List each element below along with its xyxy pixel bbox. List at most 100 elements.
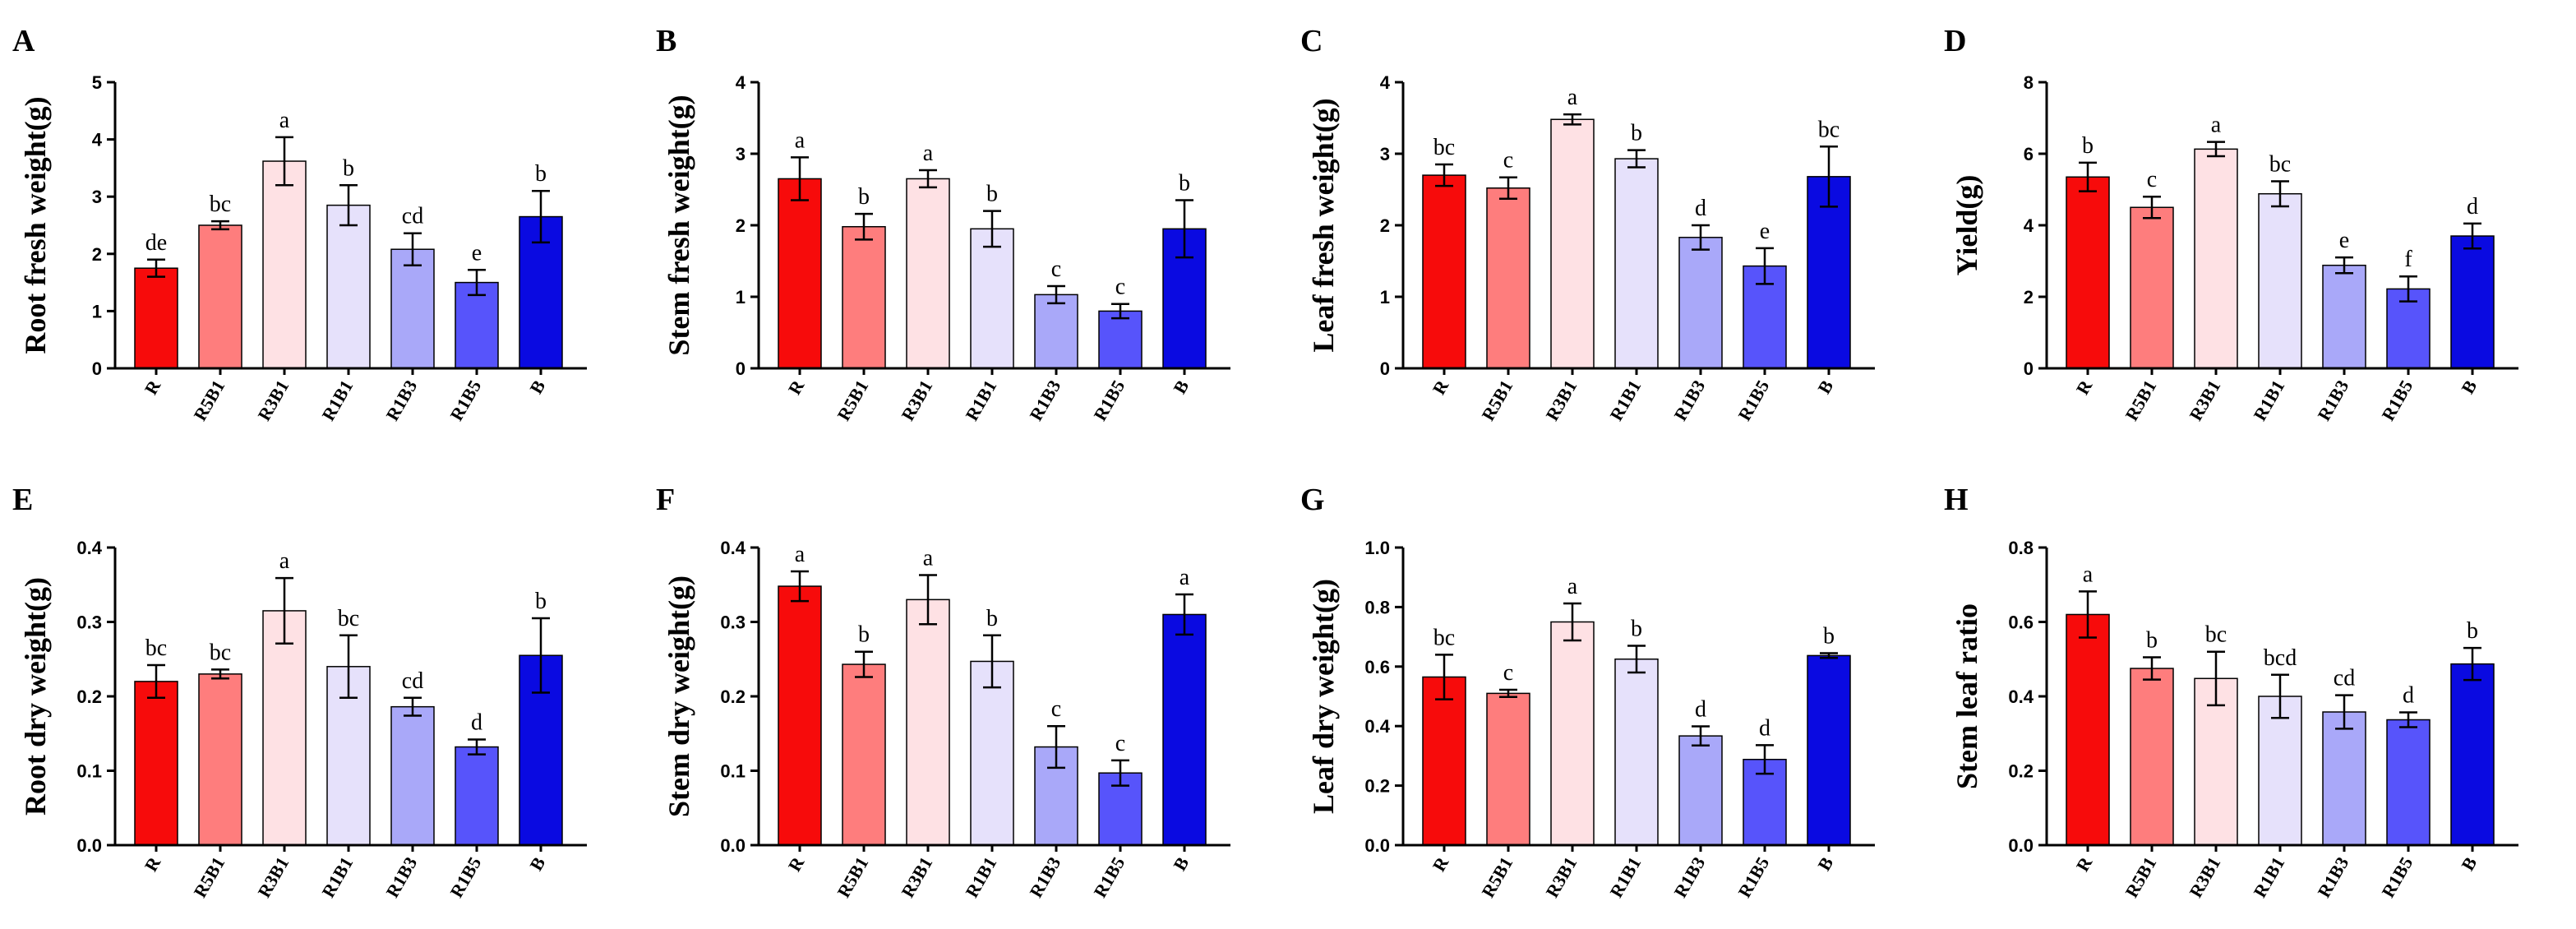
y-tick-label: 3: [736, 144, 746, 164]
bar-b: [2450, 235, 2495, 369]
y-tick-label: 4: [92, 130, 103, 150]
error-bar: [919, 574, 937, 626]
x-tick-label: R3B1: [1541, 377, 1581, 424]
x-tick-label: R: [784, 376, 809, 398]
y-tick-label: 0.2: [1364, 776, 1390, 797]
x-tick-label: R1B1: [317, 853, 357, 901]
significance-letter: c: [2147, 167, 2157, 192]
error-bar: [1175, 593, 1193, 636]
y-axis-label: Stem leaf ratio: [1950, 603, 1983, 789]
error-bar: [1820, 146, 1838, 208]
error-bar: [2463, 646, 2481, 682]
significance-letter: a: [2083, 562, 2094, 587]
x-tick-label: B: [525, 853, 549, 874]
bar-r1b3: [1678, 237, 1723, 369]
error-bar: [1111, 303, 1129, 320]
significance-letter: bc: [210, 192, 231, 217]
y-tick-label: 0.2: [76, 686, 102, 707]
bar-r5b1: [1486, 692, 1530, 846]
error-bar: [1111, 759, 1129, 787]
error-bar: [855, 212, 873, 241]
bar-b: [1807, 654, 1851, 846]
error-bar: [2207, 141, 2225, 158]
significance-letter: bc: [210, 640, 231, 665]
error-bar: [1627, 645, 1646, 674]
bar-r3b1: [2194, 148, 2238, 369]
error-bar: [2271, 673, 2289, 719]
significance-letter: bc: [338, 606, 359, 631]
x-tick-label: R1B3: [381, 377, 421, 424]
x-tick-label: R1B3: [1025, 853, 1064, 901]
y-tick-label: 0.8: [1364, 597, 1390, 617]
error-bar: [147, 663, 165, 700]
bar-r1b1: [970, 660, 1014, 846]
y-tick-label: 1: [92, 301, 102, 321]
bar-r1b3: [1678, 735, 1723, 846]
x-tick-label: B: [2457, 377, 2481, 397]
x-tick-label: R1B5: [2377, 853, 2417, 901]
significance-letter: bc: [1433, 625, 1455, 650]
bar-r5b1: [842, 225, 886, 369]
error-bar: [1756, 247, 1774, 285]
significance-letter: b: [1631, 616, 1642, 641]
error-bar: [855, 650, 873, 678]
y-tick-label: 0: [2024, 358, 2034, 379]
significance-letter: a: [2211, 113, 2222, 138]
x-tick-label: R: [1429, 853, 1453, 875]
y-tick-label: 0.1: [720, 761, 746, 782]
error-bar: [2079, 161, 2097, 192]
panel-c: C Leaf fresh weight(g) bc Rc R5B1 a R3B1 b R1B1 d…: [1300, 24, 1875, 424]
significance-letter: d: [1695, 196, 1706, 221]
x-tick-label: R1B1: [2249, 377, 2288, 424]
y-tick-label: 0.6: [1364, 657, 1390, 677]
x-tick-label: R1B5: [1089, 853, 1129, 901]
error-bar: [2399, 275, 2417, 303]
error-bar: [2207, 650, 2225, 707]
error-bar: [983, 634, 1001, 689]
x-tick-label: R3B1: [897, 377, 936, 424]
error-bar: [147, 258, 165, 278]
significance-letter: bc: [145, 636, 167, 661]
significance-letter: cd: [402, 204, 423, 229]
significance-letter: d: [2403, 682, 2414, 708]
significance-letter: c: [1051, 257, 1061, 282]
y-tick-label: 0.0: [76, 835, 102, 856]
significance-letter: a: [279, 108, 290, 133]
significance-letter: a: [1567, 574, 1578, 599]
significance-letter: b: [2467, 618, 2478, 644]
error-bar: [2399, 711, 2417, 728]
significance-letter: a: [1567, 85, 1578, 110]
y-axis-label: Stem dry weight(g): [662, 575, 695, 817]
significance-letter: b: [2146, 627, 2158, 653]
bar-r1b1: [1614, 659, 1659, 846]
x-tick-label: R5B1: [833, 377, 872, 424]
error-bar: [404, 232, 422, 266]
y-tick-label: 0.0: [2008, 835, 2034, 856]
y-tick-label: 4: [2024, 215, 2034, 236]
bar-r1b1: [2258, 696, 2302, 846]
panel-f: F Stem dry weight(g) a Rb R5B1 a R3B1 b R1B1 c R1B…: [656, 483, 1230, 901]
significance-letter: a: [795, 542, 806, 567]
bar-r: [2066, 176, 2110, 369]
y-tick-label: 1.0: [1364, 538, 1390, 558]
y-tick-label: 4: [736, 72, 746, 93]
bar-r3b1: [906, 178, 950, 369]
x-tick-label: R1B5: [1733, 853, 1773, 901]
significance-letter: d: [471, 709, 482, 735]
y-tick-label: 0.0: [720, 835, 746, 856]
x-tick-label: B: [1813, 377, 1837, 397]
error-bar: [404, 696, 422, 717]
significance-letter: d: [2467, 194, 2478, 220]
error-bar: [1756, 744, 1774, 775]
significance-letter: bc: [1818, 117, 1840, 142]
panel-e: E Root dry weight(g) bc Rbc R5B1 a R3B1 bc R1B1 c…: [12, 483, 587, 901]
x-tick-label: R5B1: [1477, 853, 1517, 901]
error-bar: [1563, 602, 1581, 642]
panel-h: H Stem leaf ratio a Rb R5B1 bc R3B1 bcd R1B1 cd R1…: [1944, 483, 2518, 901]
error-bar: [2335, 256, 2353, 275]
error-bar: [468, 269, 486, 297]
error-bar: [1435, 163, 1453, 187]
error-bar: [532, 617, 550, 694]
significance-letter: b: [1179, 171, 1190, 196]
error-bar: [211, 668, 229, 680]
